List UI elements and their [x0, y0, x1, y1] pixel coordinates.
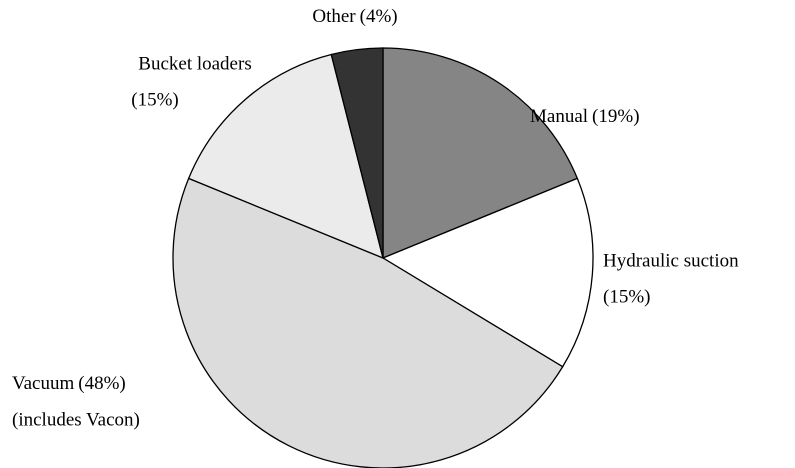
pie-slice — [381, 177, 594, 368]
slice-label: Hydraulic suction — [603, 250, 739, 271]
pie-slice — [330, 47, 384, 259]
slice-name: Other — [312, 6, 356, 27]
slice-value-label: (4%) — [360, 6, 398, 27]
slice-value-label: (15%) — [131, 89, 178, 110]
pie-slice — [187, 53, 384, 260]
annotation: (includes Vacon) — [12, 409, 140, 430]
slice-label: Bucket loaders — [138, 53, 251, 74]
slice-label: Manual (19%) — [530, 106, 640, 127]
slice-name: Manual — [530, 106, 588, 127]
pie-slice — [172, 177, 564, 468]
slice-value-label: (19%) — [592, 106, 639, 127]
slice-value-label: (48%) — [78, 373, 125, 394]
slice-name: Vacuum — [12, 373, 74, 394]
slice-label: Vacuum (48%) — [12, 373, 126, 394]
slice-value-label: (15%) — [603, 286, 650, 307]
pie-slice — [382, 47, 579, 259]
slice-label: Other (4%) — [312, 6, 397, 27]
